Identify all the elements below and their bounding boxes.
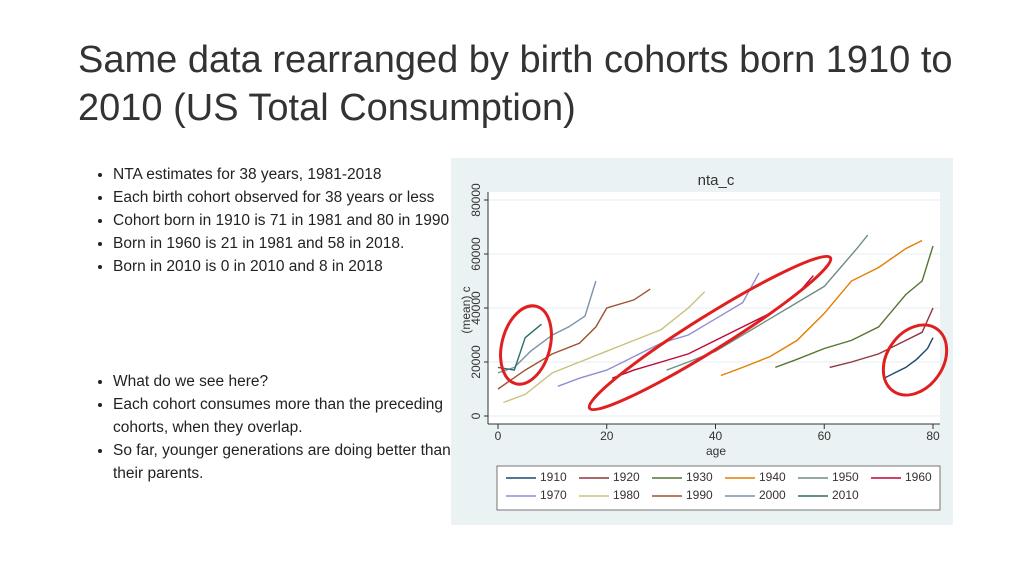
x-tick-label: 60 [818, 429, 832, 443]
bullet: NTA estimates for 38 years, 1981-2018 [113, 163, 458, 186]
highlight-ellipse [587, 254, 833, 412]
bullet: Cohort born in 1910 is 71 in 1981 and 80… [113, 209, 458, 232]
bullet: What do we see here? [113, 370, 458, 393]
legend-label: 2010 [832, 488, 859, 502]
y-axis-title: (mean) c [459, 286, 473, 333]
series-line [720, 239, 923, 377]
legend-label: 1970 [540, 488, 567, 502]
bullet: So far, younger generations are doing be… [113, 439, 458, 485]
highlight-ellipse [499, 304, 553, 386]
y-tick-label: 60000 [469, 237, 483, 271]
bullet: Each birth cohort observed for 38 years … [113, 186, 458, 209]
x-tick-label: 40 [709, 429, 723, 443]
legend-label: 1950 [832, 470, 859, 484]
x-tick-label: 20 [600, 429, 614, 443]
x-tick-label: 80 [926, 429, 940, 443]
legend-label: 1980 [613, 488, 640, 502]
chart-title: nta_c [698, 172, 735, 189]
y-tick-label: 80000 [469, 183, 483, 217]
legend-label: 1920 [613, 470, 640, 484]
y-tick-label: 40000 [469, 291, 483, 325]
bullet: Born in 2010 is 0 in 2010 and 8 in 2018 [113, 255, 458, 278]
bullet-list: NTA estimates for 38 years, 1981-2018Eac… [88, 163, 458, 278]
legend-label: 1940 [759, 470, 786, 484]
series-line [503, 291, 706, 404]
x-axis-title: age [706, 444, 726, 458]
legend-label: 1990 [686, 488, 713, 502]
x-tick-label: 0 [495, 429, 502, 443]
bullet-list: What do we see here?Each cohort consumes… [88, 370, 458, 485]
legend-label: 1910 [540, 470, 567, 484]
legend-box [496, 465, 941, 511]
series-line [829, 307, 934, 369]
series-line [497, 288, 651, 390]
legend-label: 1930 [686, 470, 713, 484]
series-line [883, 337, 934, 379]
bullet: Each cohort consumes more than the prece… [113, 393, 458, 439]
series-line [775, 245, 934, 369]
legend-label: 2000 [759, 488, 786, 502]
series-line [497, 323, 542, 371]
legend-label: 1960 [905, 470, 932, 484]
bullet: Born in 1960 is 21 in 1981 and 58 in 201… [113, 232, 458, 255]
y-tick-label: 0 [469, 412, 483, 419]
y-tick-label: 20000 [469, 345, 483, 379]
highlight-ellipse [881, 323, 949, 397]
slide-title: Same data rearranged by birth cohorts bo… [78, 39, 953, 129]
